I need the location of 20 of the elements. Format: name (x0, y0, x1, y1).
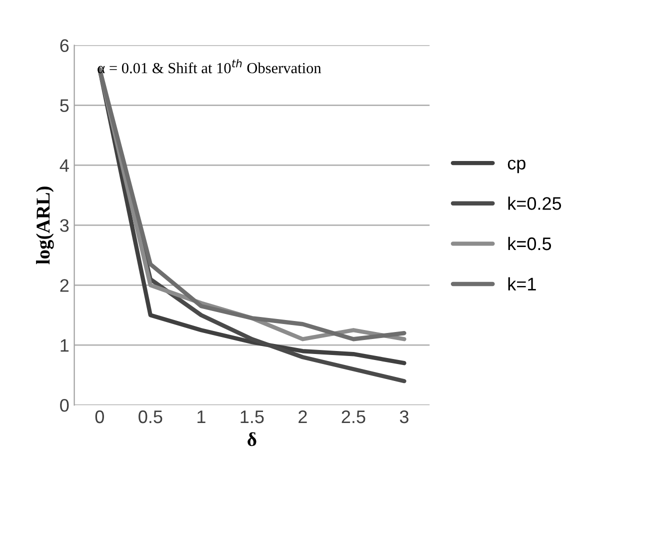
legend-label: k=0.25 (508, 196, 562, 210)
x-axis-title: δ (248, 432, 256, 446)
legend-label: cp (508, 160, 526, 174)
y-tick-label: 1 (60, 339, 69, 352)
y-tick-label: 3 (60, 219, 69, 232)
y-tick-label: 5 (60, 99, 69, 112)
y-tick-label: 2 (60, 279, 69, 292)
x-tick-label: 0 (95, 410, 104, 424)
x-tick-label: 0.5 (138, 410, 162, 424)
x-tick-label: 3 (400, 410, 408, 424)
legend-label: k=0.5 (508, 236, 552, 250)
y-tick-label: 4 (60, 159, 69, 172)
legend-label: k=1 (508, 277, 536, 290)
x-tick-label: 2.5 (342, 410, 366, 424)
y-tick-label: 0 (60, 399, 69, 412)
y-tick-label: 6 (60, 39, 69, 52)
x-tick-label: 1 (198, 410, 206, 424)
x-tick-label: 1.5 (240, 410, 264, 424)
y-axis-title: log(ARL) (36, 186, 54, 264)
x-tick-label: 2 (298, 410, 307, 424)
